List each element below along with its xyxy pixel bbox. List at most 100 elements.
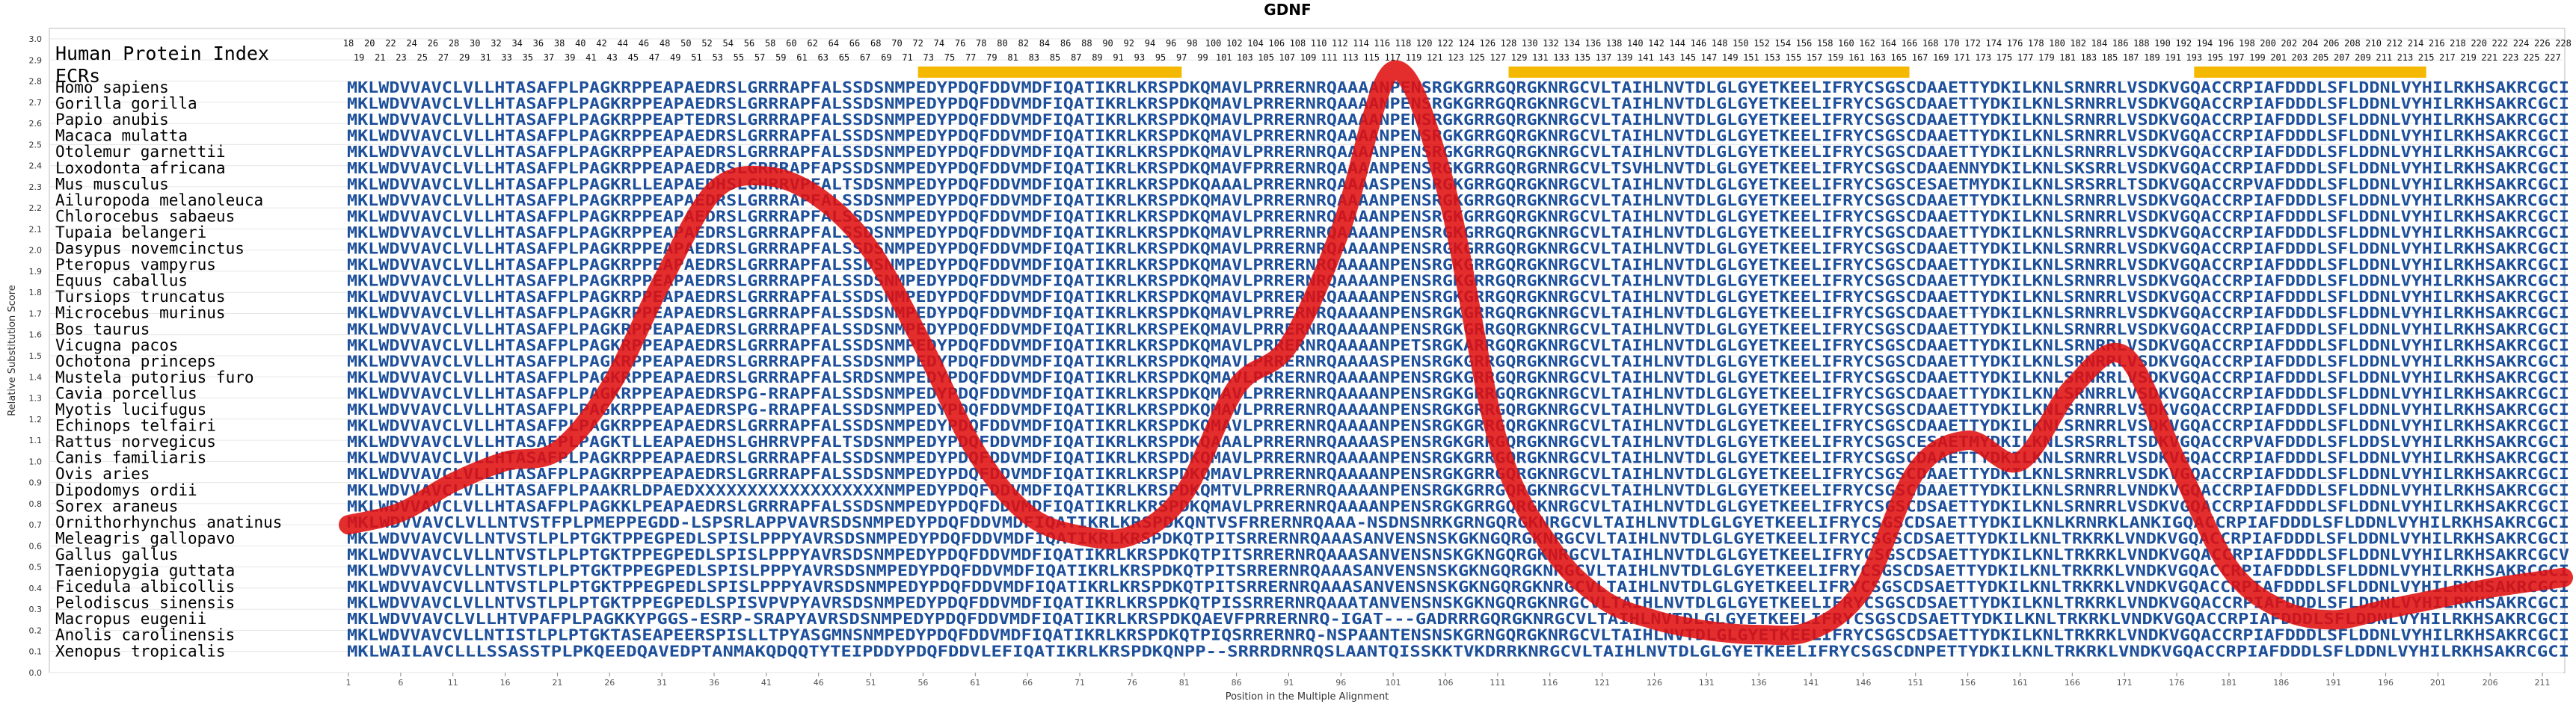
sequence-row: MKLWDVVAVCVLLNTVSTLPLPTGKTPPEGPEDLSPISLP… bbox=[347, 578, 2569, 596]
x-tick-label: 86 bbox=[1232, 678, 1242, 688]
species-name: Xenopus tropicalis bbox=[55, 642, 226, 660]
human-index-label: 64 bbox=[829, 38, 839, 49]
human-index-label: 68 bbox=[870, 38, 881, 49]
human-index-label: 193 bbox=[2186, 52, 2202, 63]
x-axis-ticks: 1 6 11 16 21 26 31 36 41 46 51 56 61 66 71 76 81 86 91 96 10… bbox=[346, 673, 2551, 688]
human-index-label: 103 bbox=[1237, 52, 1253, 63]
human-index-label: 159 bbox=[1828, 52, 1844, 63]
x-tick-label: 76 bbox=[1127, 678, 1137, 688]
human-index-label: 176 bbox=[2007, 38, 2023, 49]
y-tick-label: 1.2 bbox=[29, 415, 43, 425]
human-index-label: 178 bbox=[2028, 38, 2044, 49]
y-tick-label: 2.4 bbox=[29, 161, 43, 171]
human-index-label: 184 bbox=[2091, 38, 2108, 49]
sequence-row: MKLWDVVAVCLVLLHTASAFPLPAGKKLPEAPAEDRSLGR… bbox=[347, 497, 2569, 515]
human-index-label: 212 bbox=[2386, 38, 2403, 49]
species-name: Echinops telfairi bbox=[55, 417, 216, 435]
species-name: Equus caballus bbox=[55, 272, 188, 290]
human-index-label: 18 bbox=[343, 38, 354, 49]
x-tick-label: 161 bbox=[2012, 678, 2028, 688]
y-tick-label: 1.0 bbox=[29, 457, 43, 466]
human-index-label: 63 bbox=[817, 52, 828, 63]
y-tick-label: 2.3 bbox=[29, 182, 43, 192]
human-index-label: 40 bbox=[575, 38, 585, 49]
human-index-label: 104 bbox=[1247, 38, 1264, 49]
human-index-label: 224 bbox=[2513, 38, 2530, 49]
human-index-label: 152 bbox=[1753, 38, 1770, 49]
human-index-label: 20 bbox=[364, 38, 375, 49]
human-index-label: 192 bbox=[2175, 38, 2192, 49]
human-index-label: 216 bbox=[2429, 38, 2445, 49]
human-index-label: 156 bbox=[1796, 38, 1813, 49]
human-index-label: 153 bbox=[1764, 52, 1780, 63]
y-tick-label: 2.8 bbox=[29, 77, 43, 87]
human-index-label: 220 bbox=[2471, 38, 2487, 49]
human-index-label: 93 bbox=[1134, 52, 1145, 63]
x-tick-label: 26 bbox=[604, 678, 615, 688]
x-tick-label: 151 bbox=[1908, 678, 1923, 688]
human-index-label: 174 bbox=[1985, 38, 2002, 49]
sequence-row: MKLWDVVAVCLVLLHTASAFPLPAGKRPPEAPAEDRSLGR… bbox=[347, 95, 2569, 113]
human-index-label: 53 bbox=[712, 52, 722, 63]
species-name: Microcebus murinus bbox=[55, 304, 226, 322]
human-index-label: 129 bbox=[1511, 52, 1528, 63]
sequence-row: MKLWDVVAVCLVLLHTASAFPLPAGKRPPEAPAEDRSLGR… bbox=[347, 143, 2569, 161]
human-index-label: 214 bbox=[2408, 38, 2424, 49]
human-index-label: 82 bbox=[1018, 38, 1028, 49]
human-index-label: 91 bbox=[1113, 52, 1123, 63]
human-index-label: 48 bbox=[660, 38, 670, 49]
human-index-label: 158 bbox=[1817, 38, 1833, 49]
human-index-label: 111 bbox=[1321, 52, 1338, 63]
x-tick-label: 146 bbox=[1855, 678, 1871, 688]
human-index-label: 108 bbox=[1290, 38, 1306, 49]
human-index-label: 170 bbox=[1943, 38, 1960, 49]
sequence-row: MKLWDVVAVCLVLLHTASAFPLPAGKRLLEAPAEDHSLGH… bbox=[347, 175, 2569, 193]
human-index-label: 115 bbox=[1363, 52, 1380, 63]
human-index-label: 117 bbox=[1385, 52, 1401, 63]
human-index-label: 141 bbox=[1638, 52, 1654, 63]
x-tick-label: 211 bbox=[2535, 678, 2551, 688]
sequence-row: MKLWDVVAVCLVLLHTASAFPLPAGKRPPEAPAEDRSLGR… bbox=[347, 368, 2569, 386]
human-index-label: 132 bbox=[1543, 38, 1559, 49]
y-tick-label: 2.6 bbox=[29, 119, 43, 129]
human-index-label: 227 bbox=[2545, 52, 2561, 63]
human-index-label: 149 bbox=[1722, 52, 1739, 63]
human-index-label: 95 bbox=[1155, 52, 1166, 63]
x-tick-label: 126 bbox=[1647, 678, 1662, 688]
x-tick-label: 66 bbox=[1022, 678, 1033, 688]
human-index-label: 62 bbox=[807, 38, 817, 49]
species-name: Ovis aries bbox=[55, 465, 150, 483]
human-index-label: 211 bbox=[2376, 52, 2392, 63]
x-tick-label: 31 bbox=[657, 678, 667, 688]
human-index-label: 161 bbox=[1848, 52, 1865, 63]
gridlines bbox=[49, 38, 2563, 673]
x-tick-label: 166 bbox=[2065, 678, 2080, 688]
human-index-label: 110 bbox=[1311, 38, 1327, 49]
human-index-label: 19 bbox=[354, 52, 364, 63]
sequence-row: MKLWDVVAVCLVLLNTVSTFPLPMEPPEGDD-LSPSRLAP… bbox=[347, 513, 2569, 531]
alignment-rows: Homo sapiens MKLWDVVAVCLVLLHTASAFPLPAGKRP… bbox=[55, 78, 2569, 660]
x-tick-label: 206 bbox=[2483, 678, 2498, 688]
human-index-label: 75 bbox=[944, 52, 955, 63]
human-index-label: 157 bbox=[1807, 52, 1823, 63]
species-name: Rattus norvegicus bbox=[55, 433, 216, 451]
x-tick-label: 196 bbox=[2378, 678, 2394, 688]
y-tick-label: 1.7 bbox=[29, 309, 43, 318]
human-index-label: 87 bbox=[1071, 52, 1081, 63]
y-tick-label: 1.5 bbox=[29, 351, 43, 361]
human-index-label: 66 bbox=[849, 38, 860, 49]
human-index-label: 88 bbox=[1081, 38, 1092, 49]
human-index-label: 190 bbox=[2154, 38, 2171, 49]
human-index-label: 125 bbox=[1469, 52, 1485, 63]
x-tick-label: 186 bbox=[2273, 678, 2289, 688]
sequence-row: MKLWDVVAVCVLLNTVSTLPLPTGKTPPEGPEDLSPISLP… bbox=[347, 529, 2569, 547]
human-index-label: 80 bbox=[997, 38, 1007, 49]
human-index-label: 197 bbox=[2228, 52, 2245, 63]
sequence-row: MKLWDVVAVCLVLLHTASAFPLPAGKTLLEAPAEDHSLGH… bbox=[347, 433, 2569, 451]
x-tick-label: 41 bbox=[761, 678, 772, 688]
substitution-score-line bbox=[339, 60, 2573, 646]
x-tick-label: 116 bbox=[1542, 678, 1558, 688]
x-tick-label: 36 bbox=[709, 678, 719, 688]
human-index-label: 28 bbox=[449, 38, 459, 49]
